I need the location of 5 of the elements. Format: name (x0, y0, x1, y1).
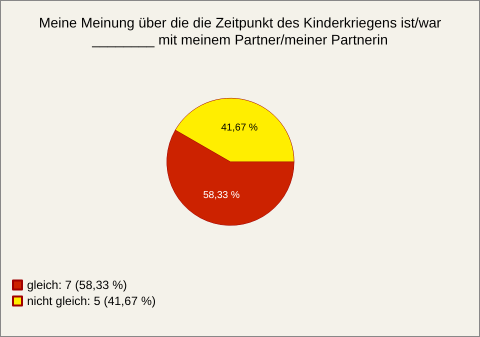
data-label: 58,33 % (203, 190, 240, 201)
legend-label: nicht gleich: 5 (41,67 %) (27, 294, 156, 308)
data-label: 41,67 % (221, 122, 258, 134)
legend-label: gleich: 7 (58,33 %) (27, 278, 128, 292)
chart-title: Meine Meinung über die die Zeitpunkt des Kinderkriegens ist/war ________ mit meinem Partner/meiner Partnerin (38, 14, 442, 48)
